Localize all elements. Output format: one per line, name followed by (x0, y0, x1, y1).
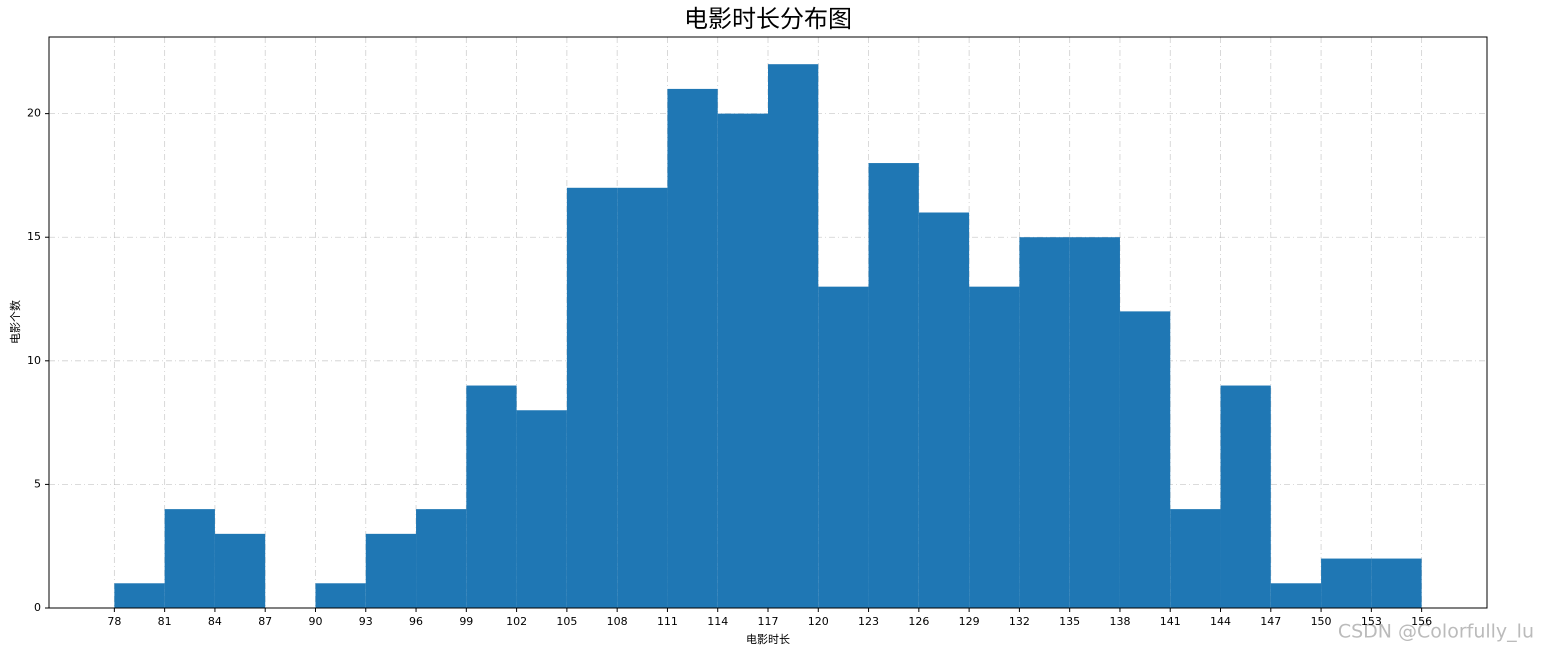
bar (1220, 385, 1271, 608)
x-tick-label: 96 (409, 615, 423, 628)
watermark: CSDN @Colorfully_lu (1338, 621, 1534, 643)
bar (667, 88, 718, 609)
bar (868, 163, 919, 608)
x-tick-label: 120 (808, 615, 829, 628)
x-tick-label: 132 (1009, 615, 1030, 628)
x-tick-label: 90 (308, 615, 322, 628)
bar (1170, 509, 1221, 608)
bar (416, 509, 467, 608)
bar (466, 385, 517, 608)
bar (1270, 583, 1322, 608)
bar (918, 212, 970, 608)
bar (969, 286, 1020, 608)
y-axis-label: 电影个数 (9, 300, 22, 344)
y-tick-label: 15 (27, 230, 41, 243)
x-tick-label: 156 (1411, 615, 1432, 628)
bar (1069, 237, 1120, 609)
x-tick-label: 141 (1160, 615, 1181, 628)
x-tick-label: 84 (208, 615, 222, 628)
x-tick-label: 144 (1210, 615, 1231, 628)
bar (365, 533, 417, 608)
x-tick-label: 102 (506, 615, 527, 628)
x-tick-label: 129 (959, 615, 980, 628)
bar (164, 509, 215, 608)
x-tick-label: 111 (657, 615, 678, 628)
x-tick-label: 99 (459, 615, 473, 628)
y-tick-label: 20 (27, 107, 41, 120)
x-tick-label: 153 (1361, 615, 1382, 628)
bar (717, 113, 768, 608)
bar (566, 187, 618, 608)
y-tick-label: 0 (34, 601, 41, 614)
x-tick-label: 81 (158, 615, 172, 628)
bar (1321, 558, 1372, 608)
x-tick-label: 114 (707, 615, 728, 628)
y-tick-label: 10 (27, 354, 41, 367)
bar (1019, 237, 1070, 609)
bar (818, 286, 869, 608)
bar (214, 533, 266, 608)
bar (1371, 558, 1422, 608)
x-tick-label: 117 (758, 615, 779, 628)
plot-frame (48, 36, 1488, 609)
x-tick-label: 108 (607, 615, 628, 628)
x-axis-label: 电影时长 (746, 633, 790, 646)
x-tick-label: 150 (1311, 615, 1332, 628)
x-tick-label: 105 (556, 615, 577, 628)
chart-title: 电影时长分布图 (684, 5, 852, 33)
bar (516, 410, 567, 608)
x-tick-label: 87 (258, 615, 272, 628)
bar (1119, 311, 1171, 608)
x-tick-label: 147 (1260, 615, 1281, 628)
bar (617, 187, 668, 608)
x-tick-label: 78 (107, 615, 121, 628)
x-tick-label: 93 (359, 615, 373, 628)
bar (315, 583, 366, 608)
bar (114, 583, 165, 608)
x-tick-label: 138 (1109, 615, 1130, 628)
bar (768, 64, 819, 608)
x-tick-label: 123 (858, 615, 879, 628)
y-tick-label: 5 (34, 477, 41, 490)
x-tick-label: 126 (908, 615, 929, 628)
x-tick-label: 135 (1059, 615, 1080, 628)
